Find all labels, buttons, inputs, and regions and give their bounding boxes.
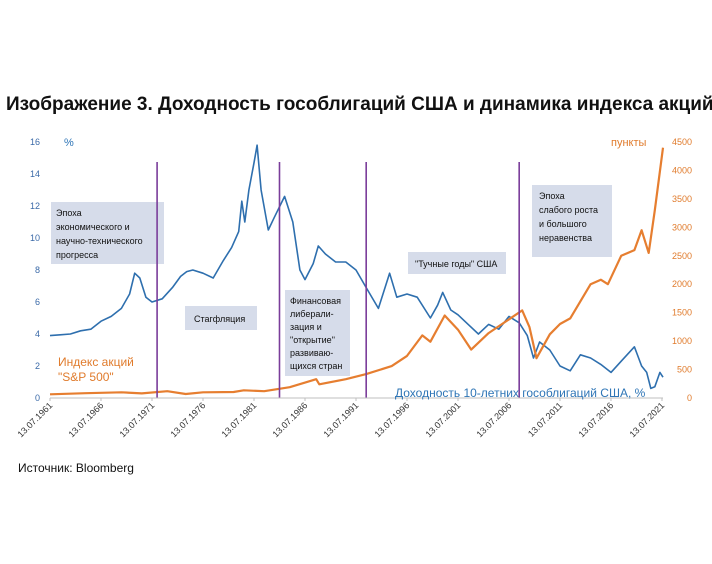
series-layer: [49, 144, 665, 396]
left-axis-tick-label: 12: [30, 201, 40, 211]
era-box-5-line-2: слабого роста: [539, 205, 598, 215]
era-dividers: [156, 162, 520, 398]
left-axis-unit: %: [64, 137, 74, 149]
left-axis-tick-label: 8: [35, 265, 40, 275]
right-axis-tick-label: 0: [687, 393, 692, 403]
era-box-3-line-6: щихся стран: [290, 361, 342, 371]
x-axis-tick-label: 13.07.1981: [219, 400, 258, 439]
left-axis-tick-label: 14: [30, 169, 40, 179]
x-axis-tick-label: 13.07.2011: [526, 400, 564, 438]
sp500-series-line: [49, 147, 665, 396]
era-box-3-line-5: развиваю-: [290, 348, 333, 358]
x-axis-tick-label: 13.07.1976: [168, 400, 207, 439]
right-axis-tick-label: 1000: [672, 336, 692, 346]
era-box-1: Эпоха экономического и научно-техническо…: [51, 202, 164, 264]
sp500-label-line-2: "S&P 500": [58, 370, 114, 384]
x-axis-tick-label: 13.07.1986: [270, 400, 309, 439]
era-box-5-line-1: Эпоха: [539, 191, 565, 201]
right-axis-tick-label: 3500: [672, 194, 692, 204]
era-box-1-line-1: Эпоха: [56, 208, 82, 218]
yield-series-label: Доходность 10-летних гособлигаций США, %: [395, 386, 646, 400]
right-axis-tick-label: 2500: [672, 251, 692, 261]
right-axis-tick-label: 1500: [672, 308, 692, 318]
x-axis-tick-label: 13.07.2016: [576, 400, 615, 439]
x-axis-tick-label: 13.07.2001: [423, 400, 462, 439]
era-box-5-line-4: неравенства: [539, 233, 592, 243]
left-axis-tick-label: 10: [30, 233, 40, 243]
era-box-5-line-3: и большого: [539, 219, 587, 229]
x-axis-tick-label: 13.07.2021: [627, 400, 666, 439]
era-box-1-line-2: экономического и: [56, 222, 130, 232]
x-axis-tick-label: 13.07.1971: [117, 400, 156, 439]
left-axis-tick-label: 2: [35, 361, 40, 371]
era-box-3-line-1: Финансовая: [290, 296, 341, 306]
x-axis-tick-label: 13.07.1961: [15, 400, 54, 439]
era-box-4-line-1: "Тучные годы" США: [415, 259, 497, 269]
right-axis-tick-label: 500: [677, 365, 692, 375]
era-box-2-line-1: Стагфляция: [194, 314, 245, 324]
source-note: Источник: Bloomberg: [18, 461, 134, 475]
x-axis-tick-label: 13.07.1966: [66, 400, 105, 439]
era-box-5: Эпоха слабого роста и большого неравенст…: [532, 185, 612, 257]
era-box-3-line-2: либерали-: [290, 309, 334, 319]
chart-title: Изображение 3. Доходность гособлигаций С…: [6, 94, 712, 115]
right-axis-unit: пункты: [611, 137, 647, 149]
era-box-3: Финансовая либерали- зация и "открытие" …: [285, 290, 350, 376]
right-axis-tick-label: 2000: [672, 279, 692, 289]
era-box-2: Стагфляция: [185, 306, 257, 330]
left-axis-tick-label: 4: [35, 329, 40, 339]
x-axis-tick-label: 13.07.1996: [372, 400, 411, 439]
sp500-label-line-1: Индекс акций: [58, 355, 134, 369]
era-box-1-line-3: научно-технического: [56, 236, 143, 246]
era-box-3-line-4: "открытие": [290, 335, 335, 345]
right-axis-tick-label: 4000: [672, 165, 692, 175]
x-axis-tick-label: 13.07.1991: [321, 400, 360, 439]
era-box-3-line-3: зация и: [290, 322, 322, 332]
left-axis-tick-label: 16: [30, 137, 40, 147]
right-axis-tick-label: 4500: [672, 137, 692, 147]
x-axis-tick-label: 13.07.2006: [474, 400, 513, 439]
right-axis-tick-label: 3000: [672, 222, 692, 232]
yield-series-line: [49, 144, 664, 390]
era-box-1-line-4: прогресса: [56, 250, 98, 260]
left-axis-tick-label: 6: [35, 297, 40, 307]
era-box-4: "Тучные годы" США: [408, 252, 506, 274]
left-axis-tick-label: 0: [35, 393, 40, 403]
